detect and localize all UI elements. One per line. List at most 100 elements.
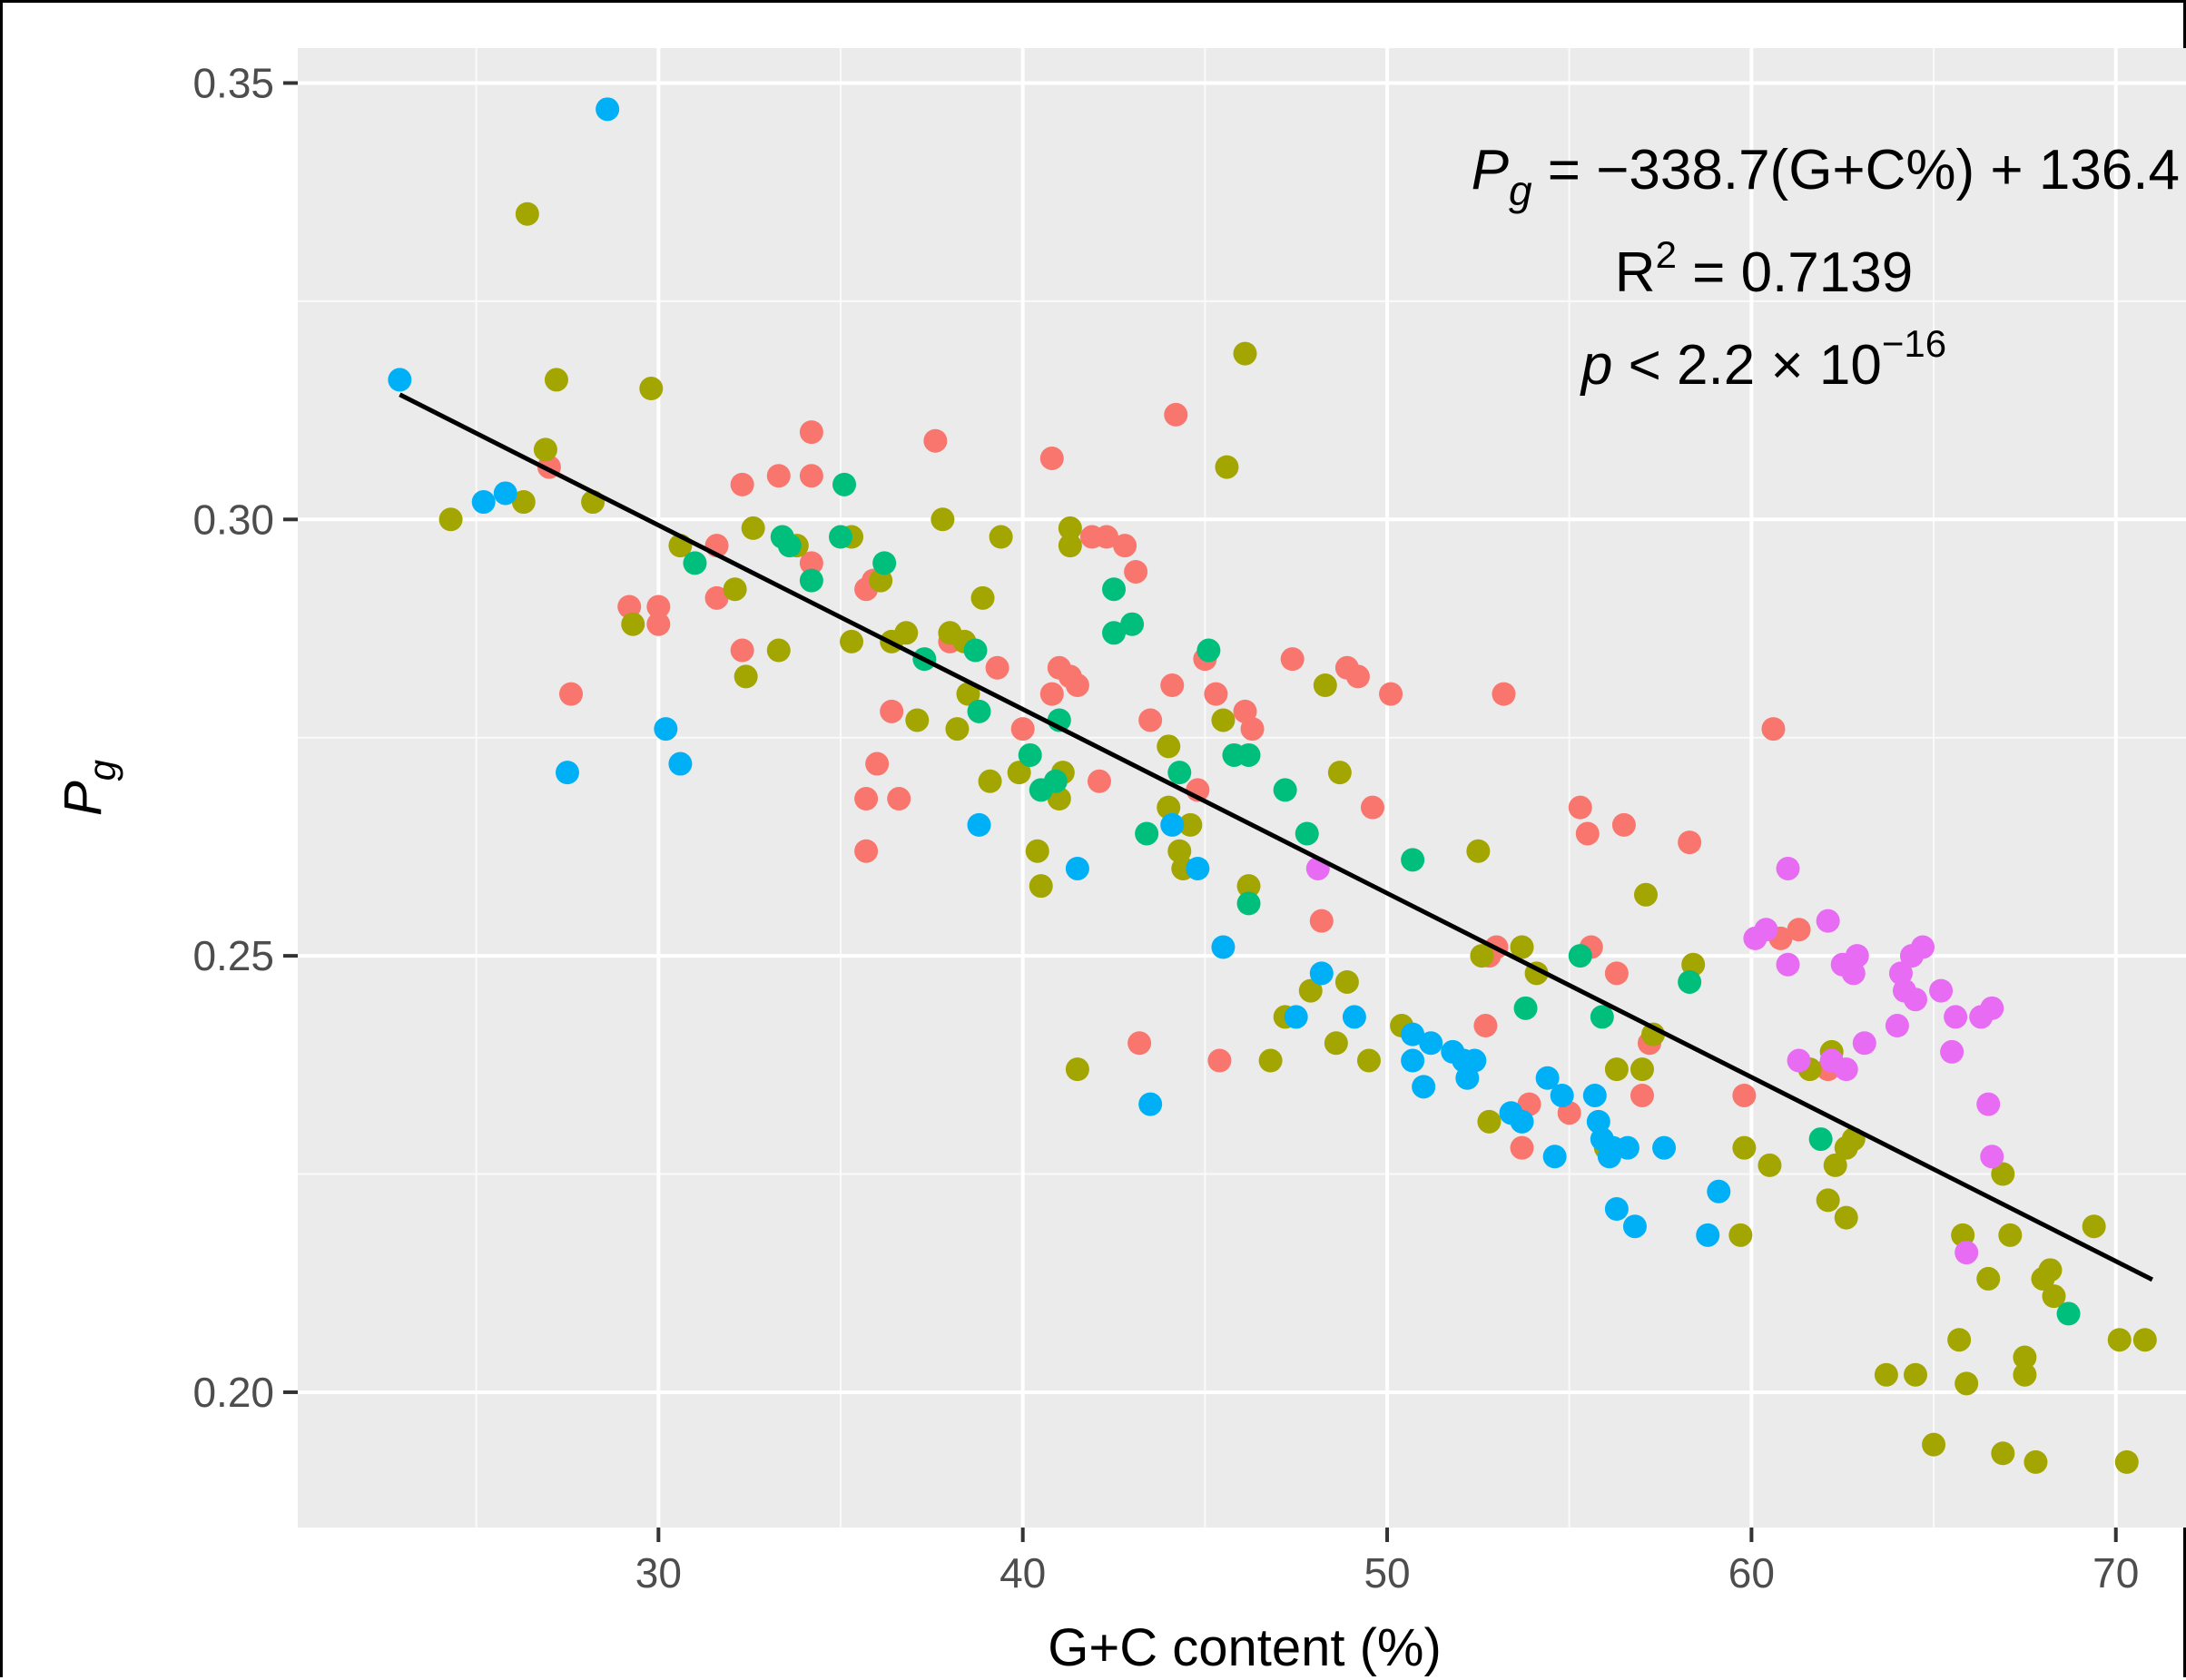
data-point — [1094, 525, 1118, 549]
data-point — [723, 577, 747, 602]
data-point — [1207, 1048, 1232, 1073]
y-axis: 0.20 0.25 0.30 0.35 — [192, 59, 298, 1416]
data-point — [1236, 742, 1261, 767]
data-point — [1823, 1153, 1847, 1177]
data-point — [1980, 1145, 2004, 1169]
data-point — [1124, 559, 1148, 584]
data-point — [985, 655, 1009, 680]
data-point — [1991, 1441, 2015, 1466]
data-point — [1991, 1162, 2015, 1186]
data-point — [1065, 673, 1089, 698]
data-point — [2038, 1258, 2063, 1282]
data-point — [1298, 978, 1323, 1003]
regression-annotation: Pg = −338.7(G+C%) + 136.4 R2 = 0.7139 p … — [1472, 139, 2180, 397]
data-point — [1776, 952, 1800, 977]
data-point — [1477, 1109, 1502, 1134]
data-point — [1787, 1048, 1811, 1073]
data-point — [1160, 673, 1185, 698]
data-point — [1419, 1031, 1443, 1056]
data-point — [1630, 1083, 1654, 1107]
data-point — [1186, 856, 1210, 880]
data-point — [646, 594, 671, 619]
y-axis-title: Pg — [54, 760, 123, 816]
data-point — [931, 507, 955, 532]
data-point — [1010, 717, 1035, 742]
data-point — [1998, 1223, 2023, 1247]
data-point — [1196, 638, 1221, 663]
data-point — [2024, 1449, 2048, 1474]
data-point — [493, 481, 517, 506]
data-point — [1178, 812, 1203, 837]
data-point — [1732, 1083, 1757, 1107]
equation-text: Pg = −338.7(G+C%) + 136.4 — [1472, 139, 2180, 214]
data-point — [1903, 1362, 1927, 1387]
data-point — [1787, 918, 1811, 942]
plot-panel — [298, 48, 2186, 1528]
data-point — [840, 629, 864, 653]
data-point — [2056, 1302, 2081, 1326]
data-point — [1462, 1048, 1487, 1073]
data-point — [1816, 909, 1840, 933]
data-point — [956, 682, 980, 706]
data-point — [683, 551, 707, 575]
data-point — [1466, 839, 1491, 863]
data-point — [1590, 1005, 1614, 1029]
data-point — [596, 97, 620, 122]
data-point — [1401, 848, 1425, 872]
data-point — [533, 437, 557, 462]
data-point — [1615, 1135, 1640, 1160]
data-point — [1980, 996, 2004, 1020]
data-point — [1955, 1371, 1979, 1396]
data-point — [1360, 795, 1384, 820]
data-point — [1284, 1005, 1308, 1029]
data-point — [1379, 682, 1403, 706]
x-tick-label: 60 — [1728, 1549, 1775, 1596]
data-point — [1611, 812, 1636, 837]
data-point — [865, 752, 890, 776]
data-point — [1696, 1223, 1720, 1247]
data-point — [1678, 830, 1702, 855]
data-point — [1510, 935, 1534, 959]
data-point — [872, 551, 897, 575]
data-point — [766, 464, 791, 488]
data-point — [1167, 761, 1192, 785]
data-point — [1728, 1223, 1753, 1247]
data-point — [1535, 1066, 1560, 1090]
data-point — [511, 490, 536, 515]
data-point — [1885, 1014, 1909, 1038]
data-point — [730, 472, 754, 496]
x-axis-title: G+C content (%) — [1048, 1618, 1442, 1677]
data-point — [1334, 969, 1359, 994]
data-point — [1342, 1005, 1366, 1029]
r-squared-text: R2 = 0.7139 — [1615, 233, 1913, 304]
data-point — [1604, 961, 1629, 986]
data-point — [1058, 516, 1082, 540]
data-point — [1327, 761, 1352, 785]
data-point — [1947, 1328, 1972, 1352]
x-tick-label: 70 — [2092, 1549, 2139, 1596]
data-point — [1550, 1083, 1574, 1107]
data-point — [1412, 1075, 1436, 1099]
data-point — [1113, 534, 1137, 558]
data-point — [1138, 1092, 1163, 1116]
data-point — [777, 534, 802, 558]
data-point — [1622, 1214, 1647, 1239]
data-point — [1604, 1196, 1629, 1221]
data-point — [1236, 891, 1261, 916]
data-point — [1776, 856, 1800, 880]
data-point — [978, 769, 1002, 793]
data-point — [1273, 778, 1297, 802]
data-point — [1236, 874, 1261, 899]
data-point — [515, 201, 539, 226]
data-point — [734, 664, 758, 689]
data-point — [1345, 664, 1370, 689]
data-point — [1102, 621, 1127, 645]
data-point — [1240, 717, 1265, 742]
data-point — [894, 621, 919, 645]
data-point — [1976, 1092, 2001, 1116]
data-point — [2013, 1362, 2037, 1387]
data-point — [1473, 1014, 1498, 1038]
data-point — [854, 839, 879, 863]
data-point — [1652, 1135, 1677, 1160]
